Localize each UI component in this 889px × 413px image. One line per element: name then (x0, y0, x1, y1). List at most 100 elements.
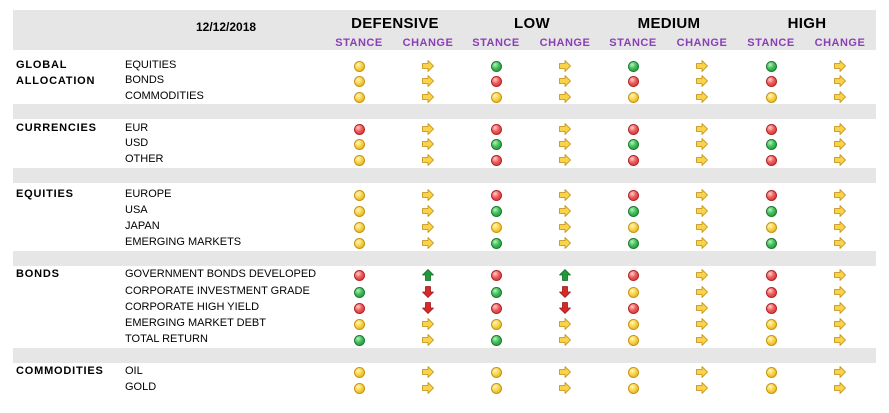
stance-yellow-dot (354, 367, 365, 378)
stance-red-dot (491, 270, 502, 281)
stance-green-dot (628, 139, 639, 150)
stance-yellow-dot (766, 222, 777, 233)
header-band (13, 10, 876, 50)
section-title: COMMODITIES (16, 365, 104, 377)
row-label: USA (125, 204, 148, 216)
stance-yellow-dot (491, 383, 502, 394)
stance-yellow-dot (766, 319, 777, 330)
stance-green-dot (766, 206, 777, 217)
stance-green-dot (491, 287, 502, 298)
stance-red-dot (491, 124, 502, 135)
row-label: CORPORATE HIGH YIELD (125, 301, 260, 313)
stance-label: STANCE (609, 37, 657, 49)
stance-yellow-dot (354, 383, 365, 394)
stance-label: STANCE (472, 37, 520, 49)
report-date: 12/12/2018 (196, 20, 257, 34)
row-label: CORPORATE INVESTMENT GRADE (125, 285, 310, 297)
stance-red-dot (628, 190, 639, 201)
stance-label: STANCE (335, 37, 383, 49)
section-title: EQUITIES (16, 188, 74, 200)
stance-yellow-dot (354, 222, 365, 233)
row-label: EMERGING MARKETS (125, 236, 242, 248)
stance-red-dot (628, 303, 639, 314)
stance-green-dot (354, 287, 365, 298)
stance-yellow-dot (354, 190, 365, 201)
section-title: CURRENCIES (16, 122, 97, 134)
profile-header-medium: MEDIUM (637, 15, 701, 32)
stance-yellow-dot (628, 92, 639, 103)
row-label: EQUITIES (125, 59, 177, 71)
stance-yellow-dot (354, 155, 365, 166)
stance-green-dot (628, 206, 639, 217)
profile-header-low: LOW (514, 15, 550, 32)
stance-yellow-dot (354, 319, 365, 330)
stance-green-dot (354, 335, 365, 346)
row-label: JAPAN (125, 220, 160, 232)
stance-red-dot (628, 76, 639, 87)
stance-red-dot (766, 270, 777, 281)
stance-yellow-dot (628, 367, 639, 378)
stance-green-dot (491, 238, 502, 249)
stance-yellow-dot (628, 319, 639, 330)
stance-green-dot (628, 238, 639, 249)
stance-green-dot (766, 238, 777, 249)
section-title: BONDS (16, 268, 60, 280)
stance-yellow-dot (491, 92, 502, 103)
stance-yellow-dot (491, 222, 502, 233)
stance-yellow-dot (766, 335, 777, 346)
profile-header-defensive: DEFENSIVE (351, 15, 439, 32)
row-label: EMERGING MARKET DEBT (125, 317, 266, 329)
stance-green-dot (766, 139, 777, 150)
row-label: EUROPE (125, 188, 172, 200)
stance-red-dot (628, 270, 639, 281)
profile-header-high: HIGH (787, 15, 827, 32)
change-label: CHANGE (539, 37, 591, 49)
stance-red-dot (628, 155, 639, 166)
row-label: TOTAL RETURN (125, 333, 208, 345)
stance-yellow-dot (491, 367, 502, 378)
stance-yellow-dot (628, 383, 639, 394)
stance-red-dot (628, 124, 639, 135)
row-label: GOVERNMENT BONDS DEVELOPED (125, 268, 317, 280)
row-label: USD (125, 137, 149, 149)
stance-red-dot (766, 303, 777, 314)
stance-yellow-dot (354, 61, 365, 72)
stance-red-dot (491, 190, 502, 201)
stance-red-dot (354, 270, 365, 281)
stance-red-dot (491, 303, 502, 314)
row-label: COMMODITIES (125, 90, 204, 102)
stance-red-dot (354, 124, 365, 135)
stance-yellow-dot (766, 367, 777, 378)
stance-yellow-dot (628, 222, 639, 233)
stance-red-dot (766, 155, 777, 166)
stance-yellow-dot (628, 287, 639, 298)
section-separator (13, 168, 876, 183)
stance-green-dot (491, 335, 502, 346)
stance-red-dot (766, 287, 777, 298)
stance-green-dot (628, 61, 639, 72)
stance-red-dot (766, 190, 777, 201)
change-label: CHANGE (814, 37, 866, 49)
stance-yellow-dot (354, 206, 365, 217)
stance-yellow-dot (491, 319, 502, 330)
row-label: OIL (125, 365, 143, 377)
change-label: CHANGE (402, 37, 454, 49)
change-label: CHANGE (676, 37, 728, 49)
stance-yellow-dot (354, 238, 365, 249)
stance-red-dot (491, 76, 502, 87)
row-label: BONDS (125, 74, 165, 86)
stance-yellow-dot (628, 335, 639, 346)
stance-green-dot (491, 206, 502, 217)
stance-red-dot (354, 303, 365, 314)
stance-red-dot (766, 124, 777, 135)
stance-green-dot (491, 61, 502, 72)
stance-yellow-dot (354, 139, 365, 150)
section-title: GLOBAL ALLOCATION (16, 59, 96, 87)
row-label: GOLD (125, 381, 157, 393)
stance-red-dot (766, 76, 777, 87)
stance-yellow-dot (354, 76, 365, 87)
stance-yellow-dot (766, 92, 777, 103)
stance-red-dot (491, 155, 502, 166)
section-separator (13, 104, 876, 119)
stance-yellow-dot (766, 383, 777, 394)
